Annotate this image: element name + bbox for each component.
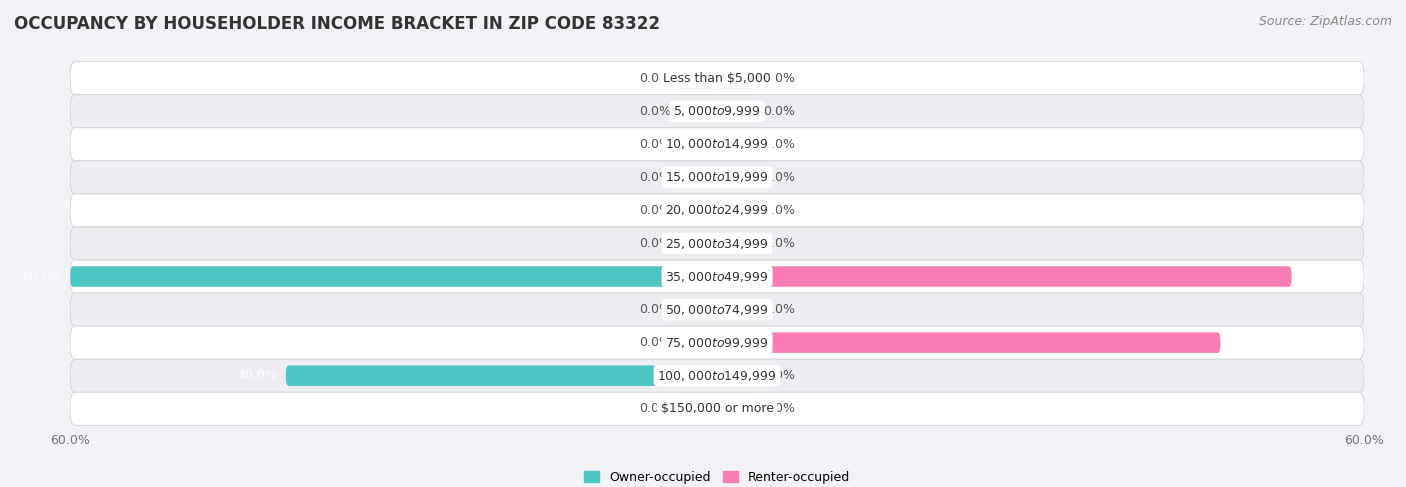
FancyBboxPatch shape xyxy=(717,101,755,122)
FancyBboxPatch shape xyxy=(717,68,755,89)
Text: 53.3%: 53.3% xyxy=(1301,270,1340,283)
FancyBboxPatch shape xyxy=(70,260,1364,293)
Text: 0.0%: 0.0% xyxy=(638,105,671,118)
FancyBboxPatch shape xyxy=(679,233,717,254)
FancyBboxPatch shape xyxy=(70,161,1364,194)
Text: Less than $5,000: Less than $5,000 xyxy=(664,72,770,85)
FancyBboxPatch shape xyxy=(717,398,755,419)
FancyBboxPatch shape xyxy=(285,365,717,386)
Text: 0.0%: 0.0% xyxy=(638,138,671,151)
Text: Source: ZipAtlas.com: Source: ZipAtlas.com xyxy=(1258,15,1392,28)
FancyBboxPatch shape xyxy=(679,398,717,419)
Text: 0.0%: 0.0% xyxy=(763,204,796,217)
FancyBboxPatch shape xyxy=(679,101,717,122)
FancyBboxPatch shape xyxy=(717,266,1292,287)
Text: 0.0%: 0.0% xyxy=(763,369,796,382)
FancyBboxPatch shape xyxy=(70,227,1364,260)
Text: $20,000 to $24,999: $20,000 to $24,999 xyxy=(665,204,769,218)
FancyBboxPatch shape xyxy=(70,266,717,287)
Text: $25,000 to $34,999: $25,000 to $34,999 xyxy=(665,237,769,250)
FancyBboxPatch shape xyxy=(70,359,1364,392)
FancyBboxPatch shape xyxy=(70,194,1364,227)
Text: $150,000 or more: $150,000 or more xyxy=(661,402,773,415)
FancyBboxPatch shape xyxy=(679,300,717,320)
FancyBboxPatch shape xyxy=(70,95,1364,128)
FancyBboxPatch shape xyxy=(679,134,717,154)
FancyBboxPatch shape xyxy=(717,134,755,154)
FancyBboxPatch shape xyxy=(70,326,1364,359)
FancyBboxPatch shape xyxy=(717,167,755,187)
Text: 46.7%: 46.7% xyxy=(1229,336,1268,349)
Text: $50,000 to $74,999: $50,000 to $74,999 xyxy=(665,302,769,317)
Text: 0.0%: 0.0% xyxy=(763,171,796,184)
FancyBboxPatch shape xyxy=(679,200,717,221)
Text: 0.0%: 0.0% xyxy=(638,402,671,415)
Text: $15,000 to $19,999: $15,000 to $19,999 xyxy=(665,170,769,185)
Text: 0.0%: 0.0% xyxy=(763,72,796,85)
FancyBboxPatch shape xyxy=(70,62,1364,95)
Text: 0.0%: 0.0% xyxy=(638,171,671,184)
FancyBboxPatch shape xyxy=(679,68,717,89)
Text: 0.0%: 0.0% xyxy=(638,303,671,316)
FancyBboxPatch shape xyxy=(679,333,717,353)
Text: 0.0%: 0.0% xyxy=(638,237,671,250)
Text: OCCUPANCY BY HOUSEHOLDER INCOME BRACKET IN ZIP CODE 83322: OCCUPANCY BY HOUSEHOLDER INCOME BRACKET … xyxy=(14,15,659,33)
Text: 0.0%: 0.0% xyxy=(763,105,796,118)
FancyBboxPatch shape xyxy=(717,200,755,221)
Legend: Owner-occupied, Renter-occupied: Owner-occupied, Renter-occupied xyxy=(579,466,855,487)
FancyBboxPatch shape xyxy=(717,300,755,320)
Text: 0.0%: 0.0% xyxy=(763,237,796,250)
Text: 40.0%: 40.0% xyxy=(238,369,277,382)
FancyBboxPatch shape xyxy=(70,128,1364,161)
Text: 0.0%: 0.0% xyxy=(638,336,671,349)
Text: 0.0%: 0.0% xyxy=(638,72,671,85)
Text: $5,000 to $9,999: $5,000 to $9,999 xyxy=(673,104,761,118)
FancyBboxPatch shape xyxy=(717,233,755,254)
Text: $10,000 to $14,999: $10,000 to $14,999 xyxy=(665,137,769,151)
FancyBboxPatch shape xyxy=(679,167,717,187)
Text: $100,000 to $149,999: $100,000 to $149,999 xyxy=(658,369,776,383)
Text: 60.0%: 60.0% xyxy=(22,270,62,283)
FancyBboxPatch shape xyxy=(717,365,755,386)
FancyBboxPatch shape xyxy=(70,293,1364,326)
Text: 0.0%: 0.0% xyxy=(763,303,796,316)
Text: $35,000 to $49,999: $35,000 to $49,999 xyxy=(665,269,769,283)
FancyBboxPatch shape xyxy=(70,392,1364,425)
Text: 0.0%: 0.0% xyxy=(638,204,671,217)
FancyBboxPatch shape xyxy=(717,333,1220,353)
Text: $75,000 to $99,999: $75,000 to $99,999 xyxy=(665,336,769,350)
Text: 0.0%: 0.0% xyxy=(763,138,796,151)
Text: 0.0%: 0.0% xyxy=(763,402,796,415)
